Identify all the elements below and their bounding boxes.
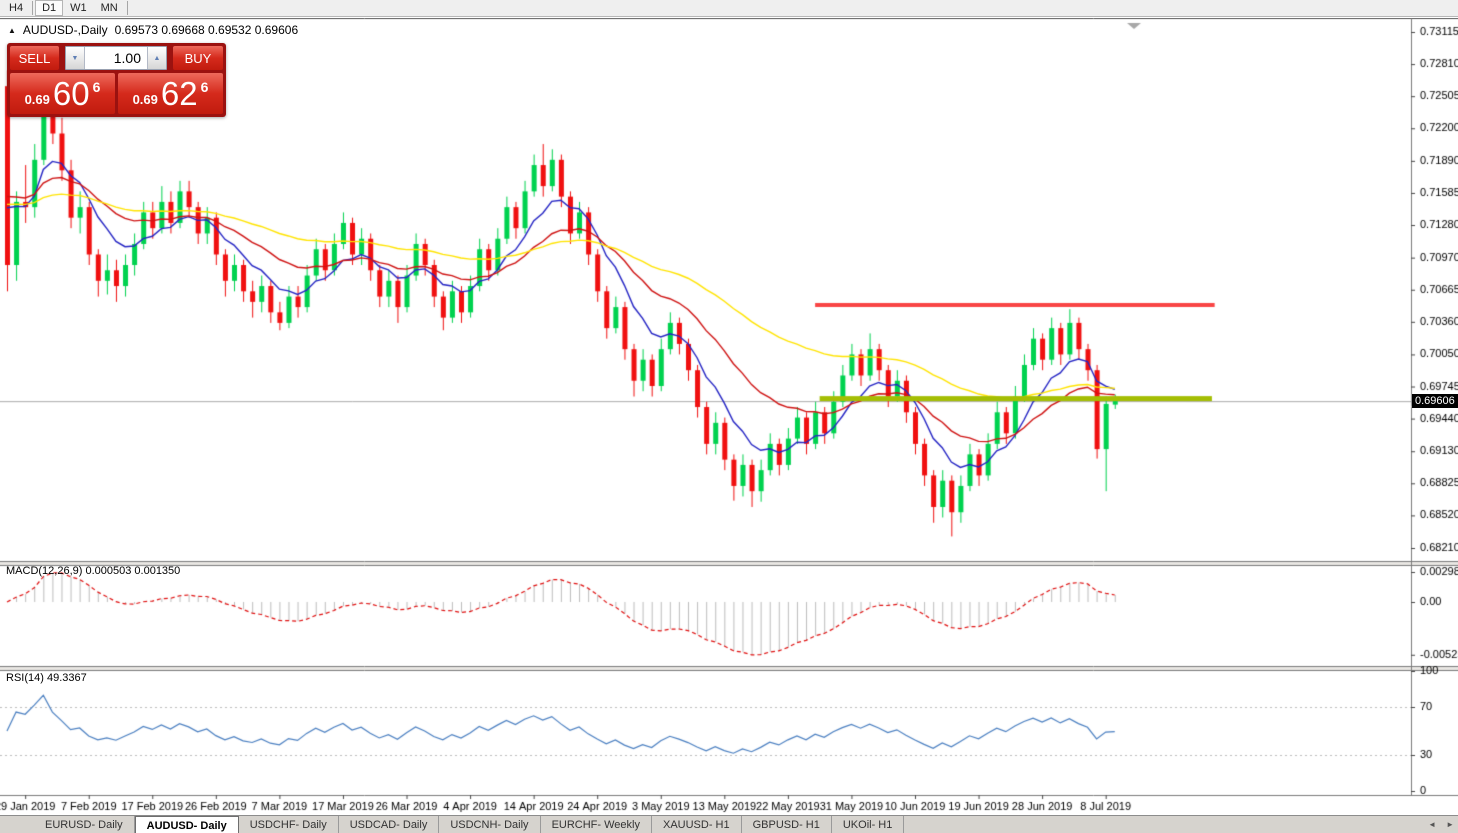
buy-price-prefix: 0.69 (132, 92, 158, 107)
price-chart-canvas[interactable] (0, 18, 1458, 816)
tab-usdcnh-daily[interactable]: USDCNH- Daily (439, 816, 541, 833)
chart-area: ▲ AUDUSD-,Daily 0.69573 0.69668 0.69532 … (0, 17, 1458, 833)
toolbar-separator (126, 1, 128, 15)
current-price-tag: 0.69606 (1412, 394, 1458, 408)
timeframe-button-mn[interactable]: MN (100, 2, 118, 14)
tab-scroll-right-icon[interactable]: ► (1446, 820, 1454, 829)
macd-indicator-label: MACD(12,26,9) 0.000503 0.001350 (6, 565, 181, 577)
ohlc-values: 0.69573 0.69668 0.69532 0.69606 (114, 23, 299, 37)
volume-stepper: ▼ 1.00 ▲ (65, 46, 167, 70)
timeframe-button-h4[interactable]: H4 (9, 2, 24, 14)
buy-price-pips: 62 (160, 74, 198, 112)
symbol-period-label: AUDUSD-,Daily (22, 23, 108, 37)
buy-price-display[interactable]: 0.69 62 6 (118, 73, 223, 114)
volume-input[interactable]: 1.00 (85, 47, 147, 69)
sell-button[interactable]: SELL (10, 46, 59, 70)
volume-decrease-icon[interactable]: ▼ (66, 47, 85, 69)
buy-button[interactable]: BUY (173, 46, 223, 70)
tab-gbpusd-h1[interactable]: GBPUSD- H1 (742, 816, 832, 833)
sell-price-point: 6 (92, 78, 101, 95)
timeframe-toolbar: H4 D1 W1 MN (0, 0, 1458, 17)
tab-audusd-daily[interactable]: AUDUSD- Daily (134, 816, 239, 833)
one-click-trading-panel: SELL ▼ 1.00 ▲ BUY 0.69 60 6 0.69 62 6 (7, 43, 226, 117)
tab-ukoil-h1[interactable]: UKOil- H1 (832, 816, 905, 833)
timeframe-button-d1[interactable]: D1 (35, 0, 64, 16)
rsi-indicator-label: RSI(14) 49.3367 (6, 672, 87, 684)
tab-usdchf-daily[interactable]: USDCHF- Daily (239, 816, 339, 833)
tab-eurchf-weekly[interactable]: EURCHF- Weekly (541, 816, 652, 833)
timeframe-button-w1[interactable]: W1 (70, 2, 87, 14)
sell-price-display[interactable]: 0.69 60 6 (10, 73, 115, 114)
tab-usdcad-daily[interactable]: USDCAD- Daily (339, 816, 440, 833)
tab-eurusd-daily[interactable]: EURUSD- Daily (34, 816, 135, 833)
buy-price-point: 6 (200, 78, 209, 95)
tab-xauusd-h1[interactable]: XAUUSD- H1 (652, 816, 742, 833)
tab-scroll-left-icon[interactable]: ◄ (1428, 820, 1437, 829)
collapse-panel-icon[interactable]: ▲ (8, 25, 16, 35)
chart-title: ▲ AUDUSD-,Daily 0.69573 0.69668 0.69532 … (8, 23, 298, 37)
sell-price-pips: 60 (52, 74, 90, 112)
sell-price-prefix: 0.69 (24, 92, 50, 107)
toolbar-separator (32, 1, 34, 15)
tab-scroll-arrows: ◄ ► (1428, 820, 1454, 829)
volume-increase-icon[interactable]: ▲ (147, 47, 166, 69)
symbol-tab-bar: EURUSD- Daily AUDUSD- Daily USDCHF- Dail… (0, 815, 1458, 833)
